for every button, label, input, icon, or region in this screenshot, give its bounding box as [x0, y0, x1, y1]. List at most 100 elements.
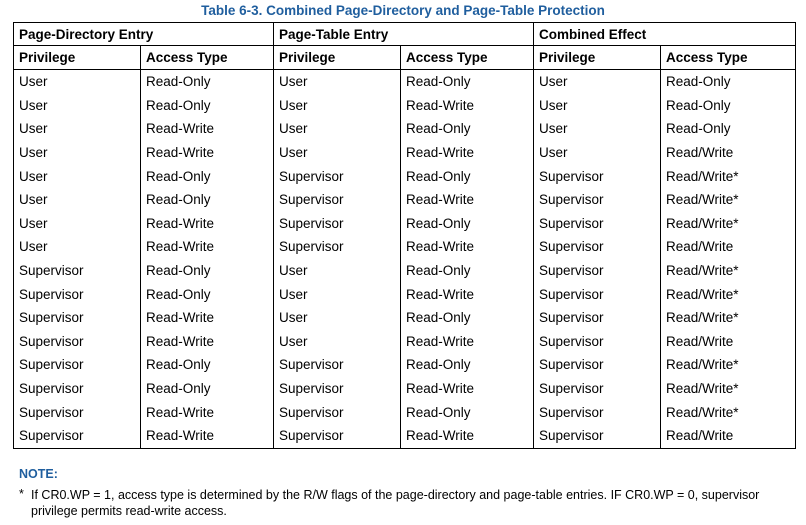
- table-cell: Supervisor: [533, 376, 662, 401]
- table-row: User Read-Write Supervisor Read-Only Supervi…: [13, 211, 797, 236]
- table-cell: Supervisor: [533, 187, 662, 212]
- table-cell: Read-Only: [400, 69, 535, 94]
- table-cell: Read-Only: [400, 164, 535, 188]
- table-cell: Read/Write*: [660, 164, 797, 188]
- group-header-row: Page-Directory Entry Page-Table Entry Co…: [12, 22, 797, 46]
- table-cell: Read-Only: [139, 353, 275, 377]
- table-cell: Read-Write: [139, 235, 275, 259]
- table-cell: Supervisor: [273, 400, 402, 424]
- table-cell: Supervisor: [533, 164, 662, 188]
- column-header: Access Type: [400, 45, 535, 70]
- table-cell: Read/Write: [660, 423, 797, 449]
- table-cell: Read/Write*: [660, 211, 797, 236]
- table-cell: Supervisor: [533, 305, 662, 330]
- column-header: Privilege: [13, 45, 141, 70]
- table-cell: User: [13, 164, 141, 188]
- table-cell: Read-Only: [139, 376, 275, 401]
- table-cell: Read/Write*: [660, 282, 797, 306]
- table-row: Supervisor Read-Only User Read-Only Supervis…: [13, 258, 797, 283]
- column-header: Access Type: [660, 45, 797, 70]
- table-cell: Read/Write: [660, 140, 797, 165]
- table-caption: Table 6-3. Combined Page-Directory and P…: [201, 3, 605, 18]
- note-heading: NOTE:: [19, 467, 58, 481]
- table-cell: Read-Write: [139, 329, 275, 354]
- table-cell: Read-Only: [139, 187, 275, 212]
- note-marker: *: [19, 487, 24, 501]
- table-cell: Read-Write: [139, 117, 275, 141]
- table-cell: User: [273, 305, 402, 330]
- table-cell: Supervisor: [13, 305, 141, 330]
- group-header-page-table: Page-Table Entry: [273, 22, 535, 46]
- table-row: Supervisor Read-Only Supervisor Read-Write S…: [13, 376, 797, 401]
- table-body: User Read-Only User Read-Only User Read-Only U…: [13, 69, 797, 449]
- table-cell: Read-Write: [400, 282, 535, 306]
- table-row: User Read-Only Supervisor Read-Write Supervi…: [13, 187, 797, 212]
- column-header: Privilege: [533, 45, 662, 70]
- table-cell: Read-Only: [660, 69, 797, 94]
- table-cell: Read/Write*: [660, 353, 797, 377]
- table-cell: Read/Write*: [660, 187, 797, 212]
- table-cell: Read-Write: [139, 211, 275, 236]
- table-cell: Supervisor: [13, 376, 141, 401]
- table-cell: User: [273, 69, 402, 94]
- table-cell: Supervisor: [533, 235, 662, 259]
- table-cell: Read/Write*: [660, 376, 797, 401]
- table-cell: Read/Write: [660, 329, 797, 354]
- table-cell: Read-Only: [400, 305, 535, 330]
- table-cell: Supervisor: [13, 329, 141, 354]
- table-cell: Supervisor: [533, 423, 662, 449]
- table-cell: Read-Write: [139, 305, 275, 330]
- table-cell: Supervisor: [273, 376, 402, 401]
- table-cell: User: [533, 117, 662, 141]
- table-cell: Read-Write: [400, 235, 535, 259]
- table-row: Supervisor Read-Write Supervisor Read-Write…: [13, 423, 797, 449]
- table-cell: Supervisor: [533, 282, 662, 306]
- table-cell: Supervisor: [533, 329, 662, 354]
- table-cell: User: [533, 69, 662, 94]
- table-cell: Supervisor: [273, 235, 402, 259]
- table-cell: Supervisor: [533, 400, 662, 424]
- table-cell: Read-Only: [139, 282, 275, 306]
- table-cell: Supervisor: [13, 423, 141, 449]
- table-cell: Supervisor: [533, 211, 662, 236]
- table-cell: User: [273, 117, 402, 141]
- table-cell: Read/Write*: [660, 305, 797, 330]
- table-cell: User: [13, 235, 141, 259]
- table-cell: Read-Write: [139, 140, 275, 165]
- table-cell: Supervisor: [13, 258, 141, 283]
- table-cell: Read/Write*: [660, 400, 797, 424]
- table-cell: User: [273, 258, 402, 283]
- table-cell: Read-Write: [400, 329, 535, 354]
- table-cell: User: [533, 93, 662, 118]
- table-cell: Read/Write*: [660, 258, 797, 283]
- table-cell: Read-Write: [400, 140, 535, 165]
- table-cell: Read-Only: [139, 258, 275, 283]
- table-cell: User: [273, 329, 402, 354]
- table-cell: User: [13, 93, 141, 118]
- column-header: Access Type: [139, 45, 275, 70]
- table-cell: Read-Only: [400, 211, 535, 236]
- table-row: User Read-Write Supervisor Read-Write Superv…: [13, 235, 797, 259]
- table-cell: Read-Write: [139, 423, 275, 449]
- table-cell: Read-Only: [400, 353, 535, 377]
- table-cell: Supervisor: [273, 164, 402, 188]
- table-row: Supervisor Read-Only Supervisor Read-Only Su…: [13, 353, 797, 377]
- table-cell: User: [13, 69, 141, 94]
- table-cell: Read-Only: [660, 117, 797, 141]
- protection-table: Page-Directory Entry Page-Table Entry Co…: [12, 22, 797, 449]
- group-header-combined-effect: Combined Effect: [533, 22, 797, 46]
- table-cell: Supervisor: [13, 353, 141, 377]
- table-row: User Read-Write User Read-Only User Read-Only: [13, 117, 797, 141]
- table-cell: Read-Only: [400, 117, 535, 141]
- table-cell: Supervisor: [13, 400, 141, 424]
- table-cell: Supervisor: [273, 211, 402, 236]
- table-row: User Read-Write User Read-Write User Read/Wri…: [13, 140, 797, 165]
- table-row: User Read-Only User Read-Write User Read-Only: [13, 93, 797, 118]
- table-row: Supervisor Read-Write Supervisor Read-Only S…: [13, 400, 797, 424]
- table-row: Supervisor Read-Only User Read-Write Supervi…: [13, 282, 797, 306]
- table-cell: Supervisor: [273, 353, 402, 377]
- table-cell: User: [13, 140, 141, 165]
- table-cell: User: [273, 140, 402, 165]
- table-cell: User: [273, 282, 402, 306]
- table-cell: Read/Write: [660, 235, 797, 259]
